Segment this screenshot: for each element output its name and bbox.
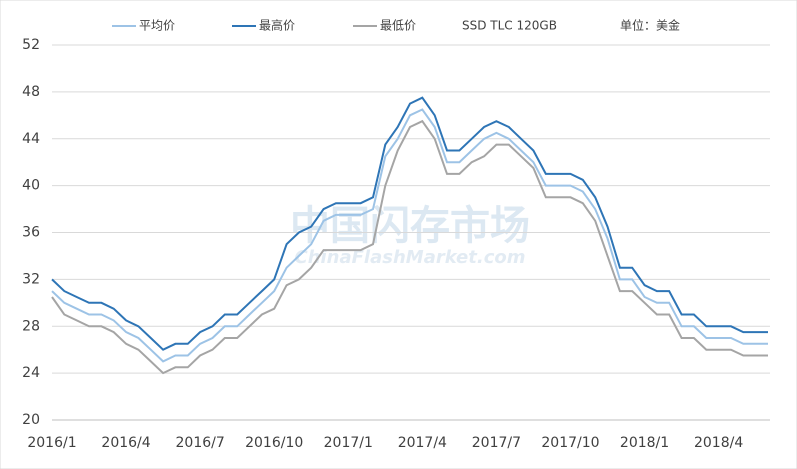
watermark-url: ChinaFlashMarket.com	[294, 247, 525, 268]
y-tick-label: 32	[22, 271, 40, 287]
x-tick-label: 2018/4	[694, 435, 743, 451]
x-tick-label: 2016/7	[176, 435, 225, 451]
y-tick-label: 52	[22, 37, 40, 53]
x-tick-label: 2016/10	[245, 435, 303, 451]
x-tick-label: 2017/10	[541, 435, 599, 451]
series-line	[51, 108, 768, 363]
legend-label: 最低价	[380, 19, 416, 33]
y-tick-label: 40	[22, 178, 40, 194]
legend-label: 平均价	[139, 19, 175, 33]
y-tick-label: 24	[22, 365, 40, 381]
subtitle: SSD TLC 120GB	[462, 19, 557, 33]
y-tick-label: 28	[22, 318, 40, 334]
x-tick-label: 2017/4	[398, 435, 447, 451]
series-line	[51, 119, 768, 375]
x-tick-label: 2017/7	[472, 435, 521, 451]
y-tick-label: 20	[22, 412, 40, 428]
y-tick-label: 36	[22, 225, 40, 241]
y-tick-label: 44	[22, 131, 40, 147]
x-tick-label: 2017/1	[324, 435, 373, 451]
y-tick-label: 48	[22, 84, 40, 100]
x-tick-label: 2016/1	[27, 435, 76, 451]
legend-label: 最高价	[259, 18, 295, 33]
x-tick-label: 2016/4	[101, 435, 150, 451]
x-tick-label: 2018/1	[620, 435, 669, 451]
unit: 单位：美金	[620, 18, 680, 33]
watermark: 中国闪存市场	[290, 203, 530, 249]
series-line	[51, 96, 768, 351]
